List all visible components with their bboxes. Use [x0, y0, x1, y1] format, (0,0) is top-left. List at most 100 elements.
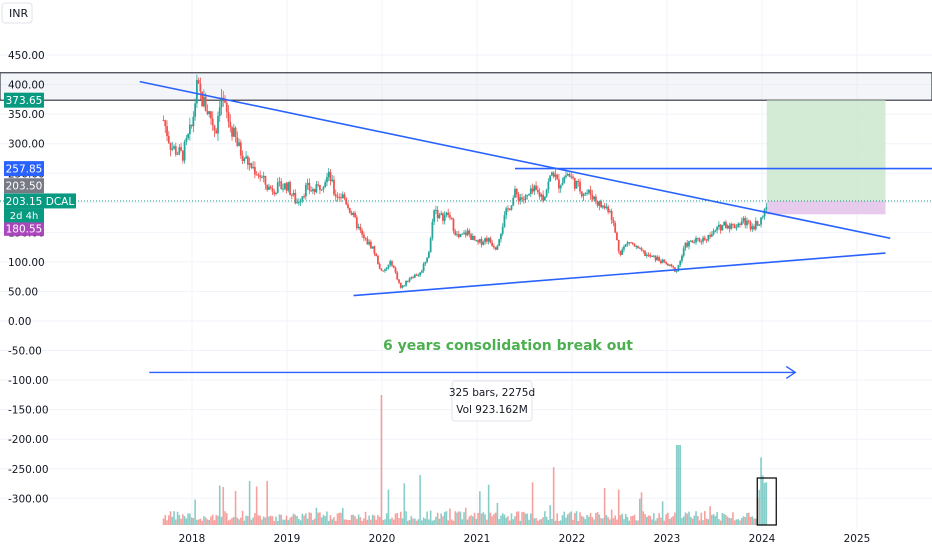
candle-body [362, 234, 365, 239]
candle-body [725, 222, 727, 229]
y-tick-label: 400.00 [8, 80, 45, 92]
candle-body [652, 255, 655, 257]
volume-bar [579, 512, 581, 525]
candle-body [282, 188, 284, 190]
volume-bar [359, 517, 362, 525]
time-axis[interactable]: 2018 2019 2020 2021 2022 2023 2024 2025 [179, 533, 871, 545]
volume-bar [233, 517, 235, 525]
volume-bar [522, 511, 525, 525]
candle-body [255, 174, 258, 176]
candle-body [410, 277, 413, 279]
volume-bar [707, 519, 710, 525]
volume-bar [180, 518, 182, 525]
candle-body [703, 237, 706, 240]
volume-bar [665, 514, 667, 525]
candle-body [607, 206, 610, 213]
candle-body [543, 196, 546, 201]
volume-bar [199, 518, 202, 525]
volume-bar [661, 501, 664, 525]
candle-body [203, 96, 205, 107]
candle-body [185, 138, 188, 142]
volume-bar [610, 509, 613, 525]
volume-bar [166, 520, 168, 525]
volume-bar [674, 512, 676, 525]
candle-body [334, 194, 337, 197]
volume-bar [658, 513, 660, 525]
volume-bar [375, 519, 377, 525]
candle-body [239, 142, 242, 156]
volume-bar [190, 517, 193, 525]
volume-bar [635, 520, 638, 525]
candle-body [580, 191, 583, 197]
candle-body [570, 176, 573, 178]
price-axis[interactable]: 450.00400.00350.00300.00250.00200.00150.… [8, 50, 49, 505]
volume-bar [398, 518, 400, 525]
volume-highlight-box[interactable] [756, 477, 777, 526]
descending-trendline[interactable] [139, 80, 891, 240]
volume-bar [333, 517, 335, 525]
volume-bar [588, 516, 590, 525]
volume-bar [524, 513, 527, 525]
candle-body [526, 194, 529, 196]
candle-body [522, 199, 525, 201]
volume-bar [178, 514, 181, 525]
volume-bar [667, 512, 669, 525]
volume-bar [227, 520, 230, 525]
volume-bar [542, 517, 544, 525]
volume-bar [640, 492, 643, 525]
candle-body [723, 222, 726, 226]
candle-body [503, 215, 506, 227]
volume-bar [749, 517, 752, 525]
volume-bar [554, 520, 557, 525]
breakout-annotation[interactable]: 6 years consolidation break out [383, 338, 633, 354]
volume-bar [326, 511, 328, 525]
volume-bar [489, 512, 492, 525]
volume-bar [443, 512, 446, 525]
volume-bar [389, 519, 392, 525]
candle-body [528, 194, 530, 196]
currency-label: INR [9, 7, 28, 20]
volume-bar [484, 514, 486, 525]
candle-body [610, 211, 613, 221]
volume-bar [740, 518, 743, 525]
stop-zone[interactable] [766, 200, 886, 215]
currency-badge[interactable] [1, 2, 33, 24]
volume-bar [609, 519, 611, 525]
volume-bar [623, 519, 625, 525]
volume-bar [269, 515, 272, 525]
candle-body [538, 192, 541, 197]
candle-body [667, 263, 669, 266]
volume-bar [378, 516, 381, 525]
candle-body [206, 111, 209, 115]
volume-bar [259, 515, 261, 525]
candle-body [753, 226, 755, 230]
volume-bar [341, 507, 344, 525]
candle-body [714, 230, 717, 232]
volume-bar [482, 512, 485, 525]
target-zone[interactable] [766, 100, 886, 201]
resistance-zone[interactable] [0, 72, 932, 101]
candle-body [394, 267, 397, 273]
candle-body [343, 194, 346, 199]
volume-bar [414, 518, 416, 525]
volume-bar [459, 511, 462, 525]
candle-body [248, 163, 251, 165]
candle-body [721, 225, 724, 231]
candle-body [468, 230, 471, 235]
volume-bar [754, 518, 757, 525]
candle-body [596, 201, 599, 206]
volume-bar [723, 513, 725, 525]
candle-body [234, 127, 237, 138]
volume-bar [505, 517, 508, 525]
volume-bar [486, 519, 488, 525]
volume-bar [243, 520, 246, 525]
ascending-trendline[interactable] [353, 252, 886, 297]
volume-bar [431, 520, 434, 525]
volume-bar [670, 517, 673, 525]
candle-body [399, 282, 402, 288]
x-tick-label: 2022 [559, 533, 586, 545]
candle-body [183, 141, 186, 161]
grid-lines [0, 0, 932, 530]
candle-body [427, 252, 430, 258]
